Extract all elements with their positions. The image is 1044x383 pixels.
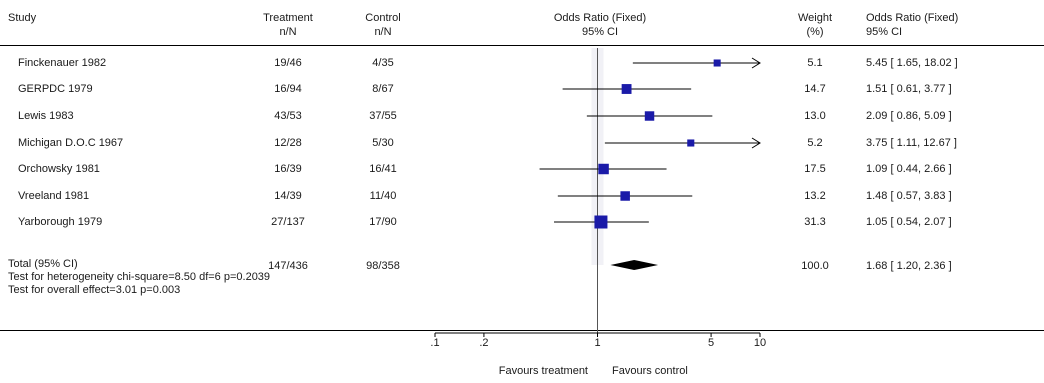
- favours-control-label: Favours control: [612, 365, 688, 377]
- header-weight: Weight: [797, 12, 833, 24]
- treatment-value: 14/39: [274, 190, 302, 202]
- x-tick-label: .2: [479, 337, 488, 349]
- study-marker: [620, 191, 630, 201]
- header-or: Odds Ratio (Fixed): [866, 12, 959, 24]
- ci-text: 5.45 [ 1.65, 18.02 ]: [866, 57, 958, 69]
- study-marker: [621, 84, 632, 94]
- treatment-value: 27/137: [271, 216, 305, 228]
- ci-text: 3.75 [ 1.11, 12.67 ]: [866, 137, 957, 149]
- weight-value: 5.1: [807, 57, 823, 69]
- treatment-value: 19/46: [274, 57, 302, 69]
- study-name: GERPDC 1979: [18, 83, 93, 95]
- study-marker: [594, 215, 608, 229]
- treatment-value: 16/94: [274, 83, 302, 95]
- control-value: 8/67: [372, 83, 394, 95]
- header-plot-sub: 95% CI: [581, 26, 619, 38]
- study-name: Finckenauer 1982: [18, 57, 107, 69]
- weight-value: 31.3: [804, 216, 826, 228]
- study-marker: [644, 111, 655, 121]
- treatment-value: 43/53: [274, 110, 302, 122]
- ci-text: 1.51 [ 0.61, 3.77 ]: [866, 83, 952, 95]
- weight-value: 13.2: [804, 190, 826, 202]
- header-control: Control: [365, 12, 401, 24]
- control-value: 11/40: [369, 190, 397, 202]
- total-weight: 100.0: [801, 260, 829, 272]
- ci-text: 1.48 [ 0.57, 3.83 ]: [866, 190, 952, 202]
- control-value: 5/30: [372, 137, 394, 149]
- header-study: Study: [8, 12, 37, 24]
- study-marker: [598, 163, 609, 175]
- control-value: 37/55: [369, 110, 397, 122]
- header-plot-title: Odds Ratio (Fixed): [553, 12, 647, 24]
- ci-text: 1.09 [ 0.44, 2.66 ]: [866, 163, 952, 175]
- ci-text: 2.09 [ 0.86, 5.09 ]: [866, 110, 952, 122]
- study-name: Michigan D.O.C 1967: [18, 137, 124, 149]
- study-marker: [713, 59, 721, 67]
- header-or-sub: 95% CI: [866, 26, 903, 38]
- favours-treatment-label: Favours treatment: [498, 365, 588, 377]
- header-rule: [0, 45, 1044, 46]
- weight-value: 14.7: [804, 83, 826, 95]
- x-tick-label: .1: [430, 337, 439, 349]
- control-value: 4/35: [372, 57, 394, 69]
- header-weight-sub: (%): [806, 26, 824, 38]
- total-control: 98/358: [366, 260, 400, 272]
- heterogeneity-test: Test for heterogeneity chi-square=8.50 d…: [8, 271, 271, 283]
- weight-value: 13.0: [804, 110, 826, 122]
- x-tick-label: 1: [594, 337, 600, 349]
- overall-effect-test: Test for overall effect=3.01 p=0.003: [8, 284, 181, 296]
- control-value: 16/41: [369, 163, 397, 175]
- study-name: Vreeland 1981: [18, 190, 90, 202]
- total-ci-text: 1.68 [ 1.20, 2.36 ]: [866, 260, 952, 272]
- study-marker: [687, 139, 695, 147]
- x-tick-label: 5: [708, 337, 714, 349]
- ci-arrow: [751, 57, 761, 69]
- ci-text: 1.05 [ 0.54, 2.07 ]: [866, 216, 952, 228]
- pooled-diamond: [610, 260, 659, 270]
- total-label: Total (95% CI): [8, 258, 78, 270]
- ci-arrow: [751, 137, 761, 149]
- treatment-value: 12/28: [274, 137, 302, 149]
- treatment-value: 16/39: [274, 163, 302, 175]
- control-value: 17/90: [369, 216, 397, 228]
- study-name: Yarborough 1979: [18, 216, 103, 228]
- header-control-sub: n/N: [374, 26, 392, 38]
- study-name: Orchowsky 1981: [18, 163, 100, 175]
- x-tick-label: 10: [754, 337, 766, 349]
- weight-value: 5.2: [807, 137, 823, 149]
- footer-rule: [0, 330, 1044, 331]
- header-treatment-sub: n/N: [279, 26, 297, 38]
- total-treatment: 147/436: [268, 260, 308, 272]
- study-name: Lewis 1983: [18, 110, 74, 122]
- header-treatment: Treatment: [263, 12, 313, 24]
- weight-value: 17.5: [804, 163, 826, 175]
